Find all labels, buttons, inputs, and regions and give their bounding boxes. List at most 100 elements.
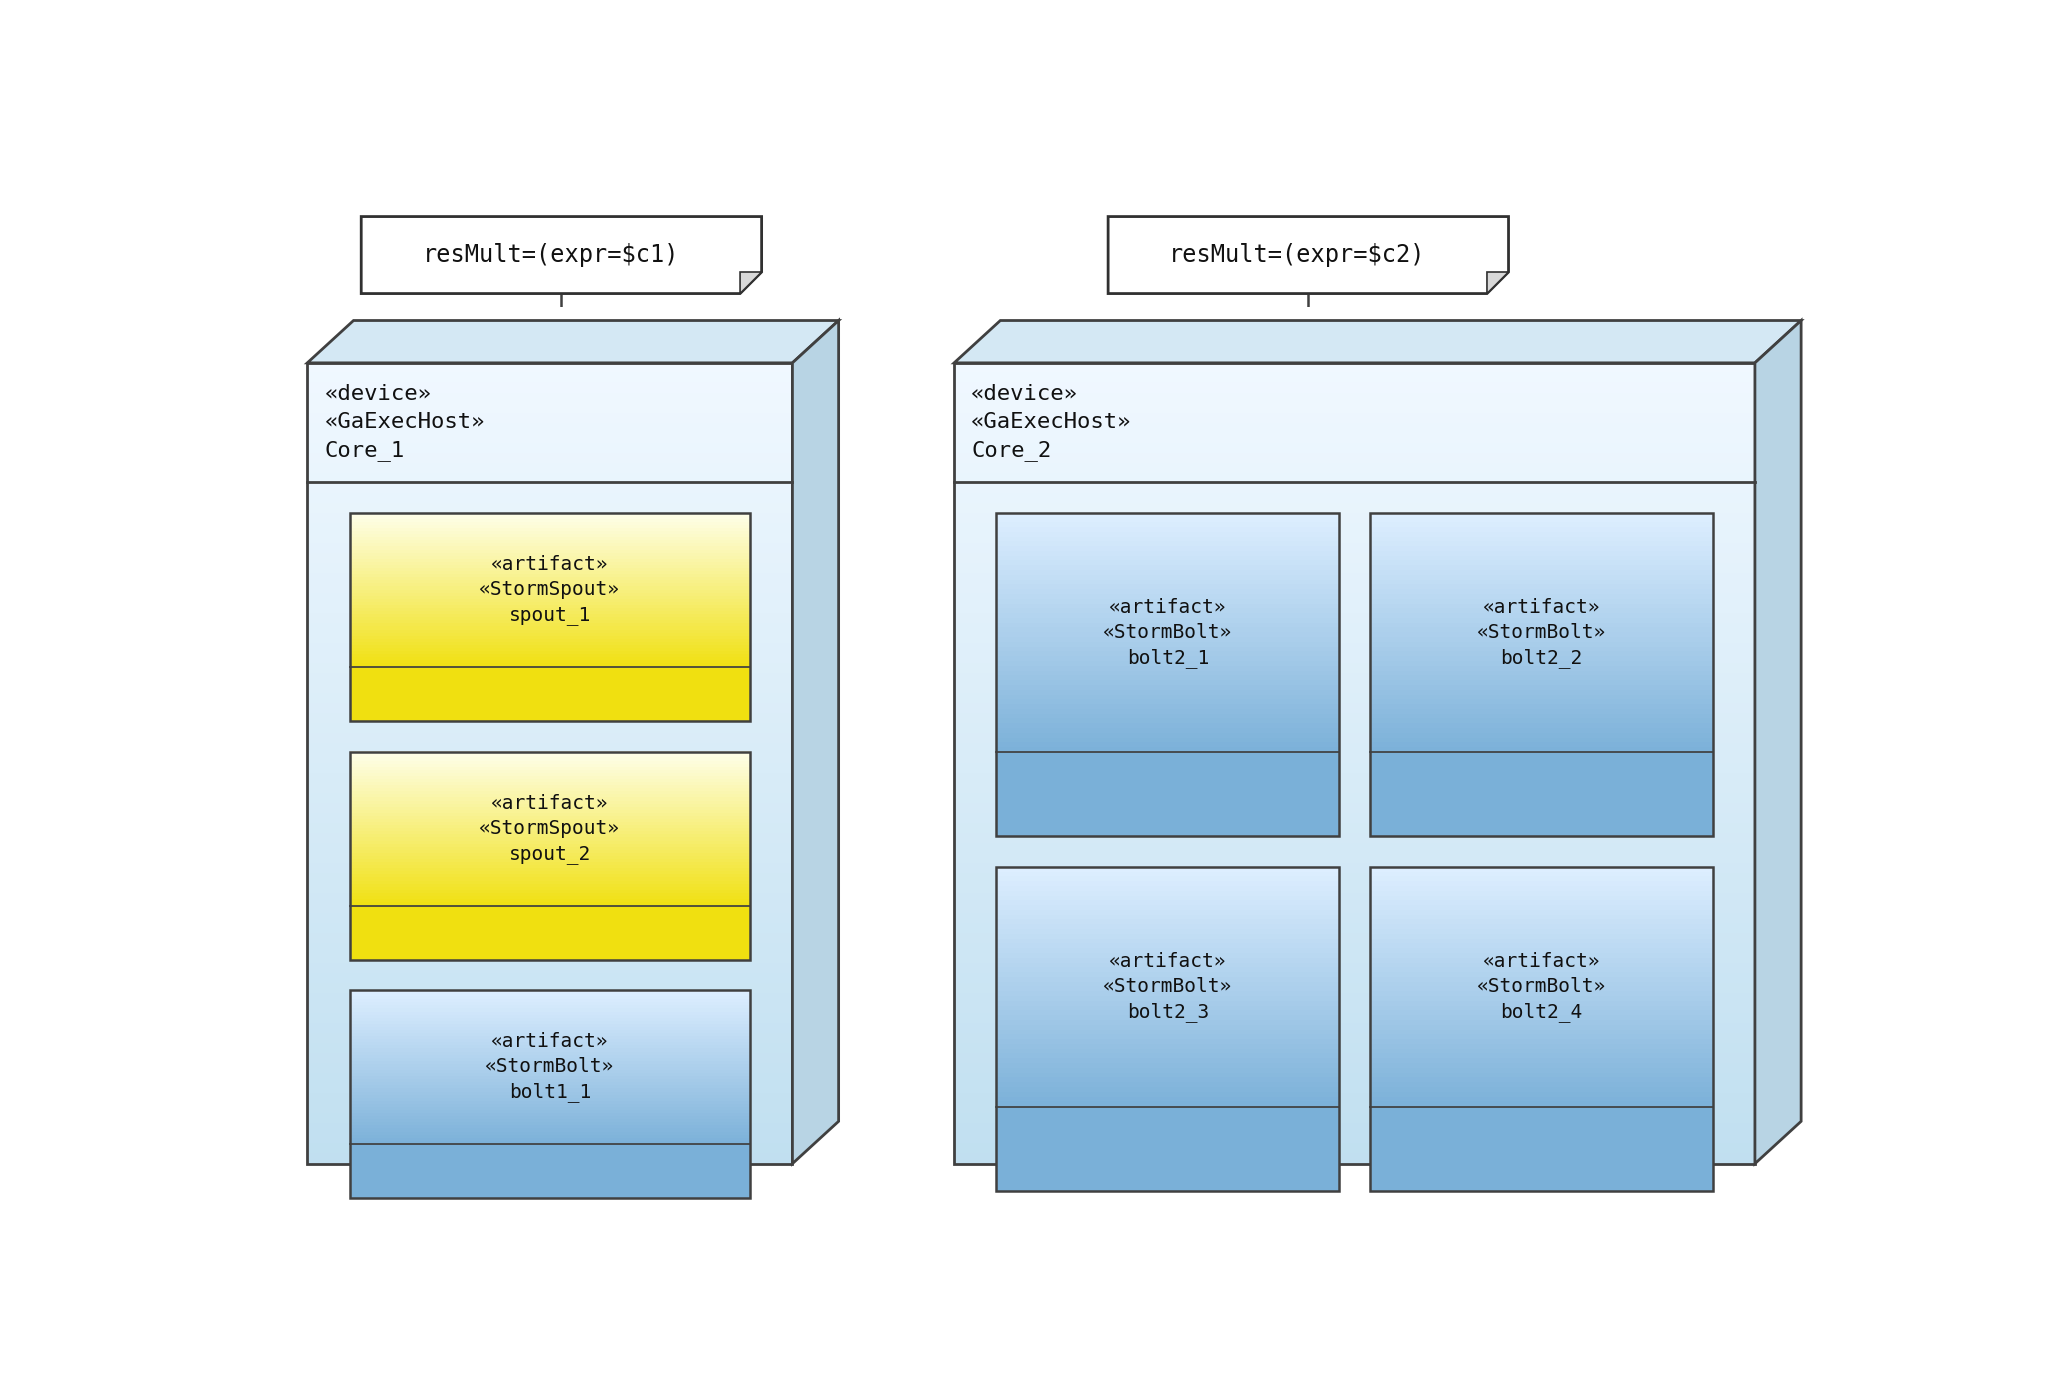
Bar [954,733,1755,743]
Polygon shape [793,321,838,1164]
Bar [307,592,793,604]
Bar [350,528,750,531]
Bar [954,673,1755,683]
Bar [954,362,1755,1164]
Bar [954,1153,1755,1164]
Bar [350,1055,750,1058]
Bar [1370,710,1712,714]
Bar [350,516,750,519]
Bar [997,877,1339,881]
Bar [307,1083,793,1093]
Bar [954,763,1755,774]
Bar [997,1107,1339,1190]
Bar [307,662,793,673]
Bar [954,1033,1755,1044]
Bar [350,1132,750,1135]
Bar [997,867,1339,1190]
Bar [350,843,750,848]
Bar [997,1092,1339,1097]
Bar [1370,728,1712,733]
Bar [954,633,1755,643]
Bar [350,997,750,999]
Bar [997,1101,1339,1107]
Bar [954,602,1755,613]
Text: «artifact»
«StormBolt»
bolt2_3: «artifact» «StormBolt» bolt2_3 [1104,952,1233,1022]
Bar [307,432,793,443]
Bar [307,953,793,963]
Bar [997,737,1339,743]
Bar [1370,694,1712,700]
Bar [1370,1101,1712,1107]
Bar [997,733,1339,737]
Bar [954,712,1755,723]
Bar [350,761,750,764]
Bar [350,884,750,887]
Bar [350,850,750,853]
Bar [954,542,1755,553]
Bar [307,1124,793,1133]
Bar [350,1110,750,1114]
Polygon shape [360,216,762,294]
Bar [350,1092,750,1096]
Bar [307,923,793,934]
Bar [997,1034,1339,1040]
Bar [954,983,1755,994]
Bar [1370,570,1712,576]
Bar [997,566,1339,570]
Bar [350,1043,750,1046]
Bar [1370,991,1712,997]
Bar [997,1072,1339,1078]
Bar [1370,753,1712,836]
Bar [997,647,1339,652]
Bar [954,422,1755,434]
Bar [997,871,1339,877]
Bar [350,526,750,528]
Bar [350,1140,750,1144]
Bar [997,527,1339,533]
Bar [350,861,750,866]
Bar [997,991,1339,997]
Bar [1370,541,1712,546]
Bar [1370,1030,1712,1034]
Bar [1370,627,1712,633]
Bar [350,577,750,581]
Bar [954,693,1755,703]
Bar [350,769,750,774]
Bar [1370,1048,1712,1054]
Bar [1370,714,1712,719]
Bar [954,853,1755,863]
Bar [954,583,1755,592]
Bar [350,608,750,612]
Bar [307,1043,793,1054]
Bar [1370,958,1712,963]
Bar [954,473,1755,482]
Bar [1370,981,1712,987]
Bar [1370,977,1712,983]
Bar [997,574,1339,580]
Bar [350,1048,750,1052]
Bar [954,772,1755,783]
Bar [307,813,793,824]
Bar [1370,867,1712,873]
Bar [1370,1005,1712,1011]
Bar [1370,531,1712,537]
Bar [350,1020,750,1025]
Bar [1370,920,1712,924]
Bar [997,570,1339,576]
Bar [1370,704,1712,710]
Bar [350,792,750,795]
Bar [350,764,750,767]
Bar [997,962,1339,967]
Bar [997,981,1339,987]
Bar [1370,1068,1712,1073]
Bar [954,463,1755,473]
Bar [350,835,750,838]
Bar [350,767,750,769]
Bar [954,743,1755,753]
Bar [350,906,750,959]
Bar [954,362,1755,372]
Bar [997,627,1339,633]
Bar [350,651,750,655]
Bar [1370,537,1712,542]
Bar [954,652,1755,664]
